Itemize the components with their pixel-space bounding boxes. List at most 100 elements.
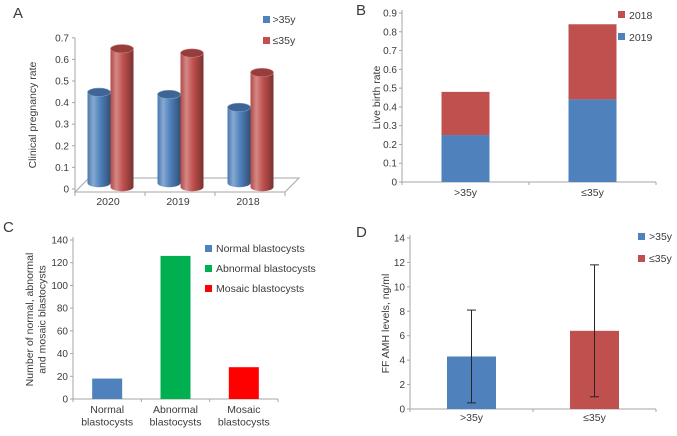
- stacked-bar-segment: [441, 91, 490, 136]
- cylinder-bar-body: [250, 72, 274, 192]
- panel-a-clinical-pregnancy-rate: 0 0.1 0.2 0.3 0.4 0.5 0.6 0.7 Clinical pregnancy…: [0, 0, 340, 218]
- cylinder-bar-top: [227, 102, 251, 112]
- cylinder-bar-body: [87, 92, 111, 188]
- legend-swatch: [618, 11, 625, 18]
- legend-swatch: [205, 265, 212, 272]
- chart-ff-amh-levels: 0 2 4 6 8 10 12 14 FF AMH levels, ng/ml >35y ≤35y >…: [380, 231, 673, 424]
- category-label: >35y: [454, 187, 478, 199]
- y-tick-label: 0.3: [383, 121, 397, 132]
- y-axis-title: FF AMH levels, ng/ml: [380, 274, 392, 374]
- panel-label-d: D: [356, 224, 368, 241]
- cylinder-bar-body: [180, 53, 204, 192]
- y-axis-title: Live birth rate: [371, 66, 383, 130]
- y-tick-label: 60: [57, 326, 69, 337]
- y-tick-label: 0: [391, 178, 397, 189]
- category-label: Normal: [90, 404, 124, 416]
- y-tick-label: 40: [57, 349, 69, 360]
- category-label: Abnormal: [153, 404, 198, 416]
- legend-swatch: [263, 16, 270, 23]
- category-label: ≤35y: [583, 412, 606, 424]
- category-label: blastocysts: [150, 417, 202, 429]
- category-label: ≤35y: [581, 187, 604, 199]
- y-tick-label: 0: [63, 185, 69, 196]
- panel-b-live-birth-rate: 0 0.1 0.2 0.3 0.4 0.5 0.6 0.7 0.8 0.9 Live birth r…: [340, 0, 677, 218]
- y-tick-label: 2: [399, 380, 405, 391]
- bar: [92, 378, 123, 399]
- y-tick-label: 100: [51, 281, 68, 292]
- y-tick-label: 80: [57, 304, 69, 315]
- category-label: blastocysts: [218, 417, 270, 429]
- y-tick-label: 0.4: [383, 102, 397, 113]
- stacked-bar-segment: [441, 135, 490, 182]
- y-tick-label: 0: [399, 405, 405, 416]
- legend-label: Mosaic blastocysts: [216, 283, 304, 295]
- legend-label: Abnormal blastocysts: [216, 263, 316, 275]
- y-axis-title: Clinical pregnancy rate: [27, 61, 39, 168]
- y-tick-label: 10: [394, 282, 406, 293]
- cylinder-bar-top: [180, 48, 204, 58]
- legend-label: Normal blastocysts: [216, 243, 305, 255]
- y-tick-label: 0.7: [383, 46, 397, 57]
- y-tick-label: 4: [399, 356, 405, 367]
- legend-label: ≤35y: [273, 35, 296, 47]
- legend-swatch: [638, 255, 645, 262]
- y-tick-label: 0: [62, 395, 68, 406]
- y-tick-label: 120: [51, 258, 68, 269]
- y-axis-title: and mosaic blastocysts: [37, 265, 49, 374]
- cylinder-bar-top: [250, 68, 274, 78]
- y-tick-label: 0.6: [383, 65, 397, 76]
- y-tick-label: 0.1: [383, 159, 397, 170]
- stacked-bar-segment: [568, 24, 617, 100]
- panel-label-c: C: [3, 219, 15, 236]
- y-tick-label: 0.4: [55, 98, 69, 109]
- legend-label: >35y: [273, 14, 297, 26]
- y-tick-label: 0.5: [383, 84, 397, 95]
- category-label: Mosaic: [227, 404, 260, 416]
- panel-label-a: A: [13, 5, 24, 22]
- bar: [228, 367, 259, 399]
- y-tick-label: 0.8: [383, 27, 397, 38]
- y-tick-label: 0.7: [55, 33, 69, 44]
- y-tick-label: 140: [51, 236, 68, 247]
- y-tick-label: 0.9: [383, 9, 397, 20]
- category-label: 2019: [166, 196, 190, 208]
- cylinder-bar-top: [87, 87, 111, 97]
- y-tick-label: 6: [399, 331, 405, 342]
- legend-swatch: [205, 245, 212, 252]
- panel-c-blastocyst-counts: 0 20 40 60 80 100 120 140 Number of normal, abno…: [0, 218, 340, 436]
- bar: [160, 255, 191, 399]
- y-axis-title: Number of normal, abnormal: [24, 253, 36, 387]
- legend-swatch: [205, 285, 212, 292]
- legend-swatch: [618, 33, 625, 40]
- y-tick-label: 8: [399, 307, 405, 318]
- y-tick-label: 12: [394, 258, 406, 269]
- legend-swatch: [263, 37, 270, 44]
- y-tick-label: 0.2: [383, 140, 397, 151]
- y-tick-label: 14: [394, 234, 406, 245]
- chart-live-birth-rate: 0 0.1 0.2 0.3 0.4 0.5 0.6 0.7 0.8 0.9 Live birth r…: [371, 9, 657, 199]
- stacked-bar-segment: [568, 99, 617, 182]
- category-label: 2020: [96, 196, 120, 208]
- category-label: >35y: [460, 412, 484, 424]
- cylinder-bar-top: [157, 89, 181, 99]
- cylinder-bar-body: [157, 94, 181, 188]
- chart-clinical-pregnancy-rate: 0 0.1 0.2 0.3 0.4 0.5 0.6 0.7 Clinical pregnancy…: [27, 14, 301, 208]
- y-tick-label: 0.5: [55, 77, 69, 88]
- legend-label: 2019: [629, 32, 653, 44]
- cylinder-bar-body: [227, 107, 251, 188]
- cylinder-bar-top: [110, 44, 134, 54]
- legend-label: >35y: [649, 231, 673, 243]
- y-tick-label: 0.3: [55, 120, 69, 131]
- panel-d-ff-amh-levels: 0 2 4 6 8 10 12 14 FF AMH levels, ng/ml >35y ≤35y >…: [340, 218, 677, 436]
- legend-swatch: [638, 233, 645, 240]
- legend-label: 2018: [629, 10, 653, 22]
- cylinder-bar-body: [110, 48, 134, 192]
- category-label: 2018: [236, 196, 260, 208]
- panel-label-b: B: [356, 2, 367, 19]
- y-tick-label: 0.1: [55, 163, 69, 174]
- category-label: blastocysts: [81, 417, 133, 429]
- y-tick-label: 0.6: [55, 55, 69, 66]
- y-tick-label: 20: [57, 372, 69, 383]
- chart-blastocyst-counts: 0 20 40 60 80 100 120 140 Number of normal, abno…: [24, 236, 316, 429]
